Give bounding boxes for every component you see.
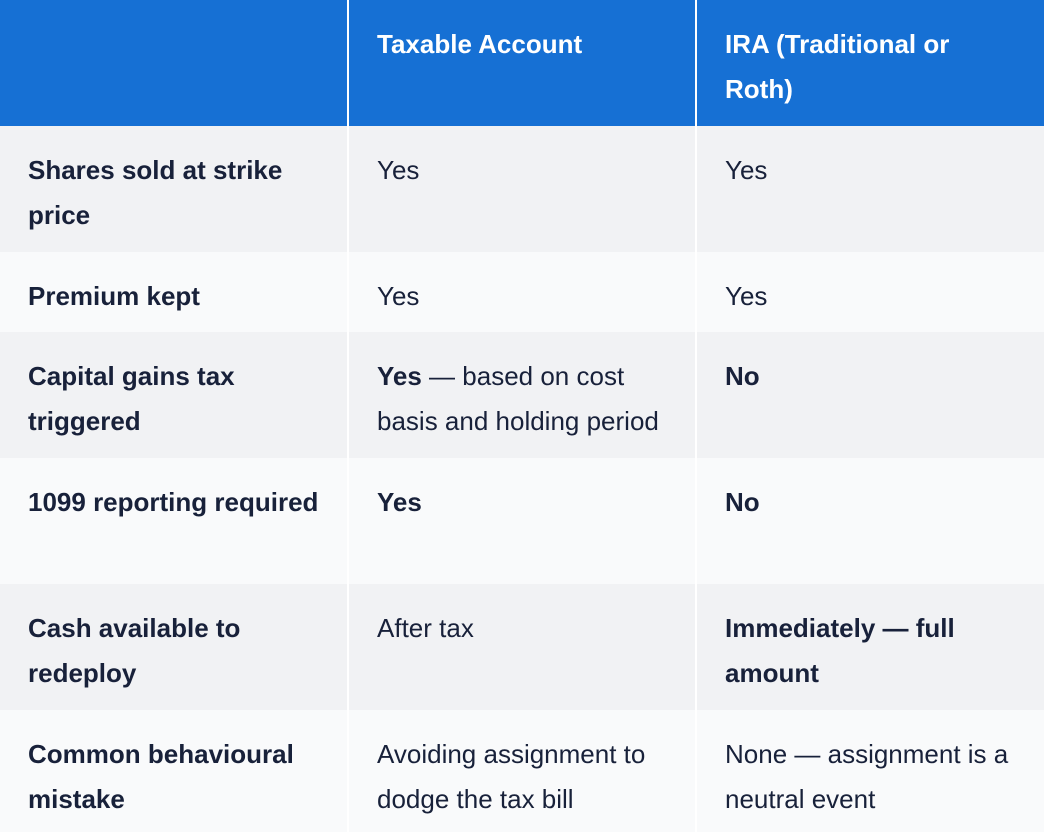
cell-text: Immediately — full amount bbox=[725, 613, 955, 688]
header-cell bbox=[0, 0, 348, 126]
cell-text: Yes bbox=[377, 155, 420, 185]
row-label: Premium kept bbox=[28, 281, 200, 311]
header-row: Taxable Account IRA (Traditional or Roth) bbox=[0, 0, 1044, 126]
row-label-cell: Common behavioural mistake bbox=[0, 710, 348, 832]
cell-text: No bbox=[725, 361, 760, 391]
row-label-cell: Shares sold at strike price bbox=[0, 126, 348, 252]
header-text: IRA (Traditional or Roth) bbox=[725, 29, 950, 104]
row-label-cell: Cash available to redeploy bbox=[0, 584, 348, 710]
header-text: Taxable Account bbox=[377, 29, 583, 59]
table-cell: Yes bbox=[347, 458, 696, 584]
table-cell: Immediately — full amount bbox=[695, 584, 1044, 710]
cell-text: — based on cost basis and holding period bbox=[377, 361, 659, 436]
cell-text: Yes bbox=[725, 281, 768, 311]
cell-text: Yes bbox=[377, 487, 422, 517]
table-row: Common behavioural mistake Avoiding assig… bbox=[0, 710, 1044, 832]
table-cell: No bbox=[695, 458, 1044, 584]
header-cell: IRA (Traditional or Roth) bbox=[695, 0, 1044, 126]
table-row: Capital gains tax triggered Yes — based o… bbox=[0, 332, 1044, 458]
table-row: Cash available to redeploy After tax Immed… bbox=[0, 584, 1044, 710]
row-label-cell: 1099 reporting required bbox=[0, 458, 348, 584]
header-cell: Taxable Account bbox=[347, 0, 696, 126]
cell-text: Avoiding assignment to dodge the tax bil… bbox=[377, 739, 646, 814]
table-cell: Yes — based on cost basis and holding pe… bbox=[347, 332, 696, 458]
table-cell: After tax bbox=[347, 584, 696, 710]
table-cell: No bbox=[695, 332, 1044, 458]
row-label: Common behavioural mistake bbox=[28, 739, 294, 814]
table-cell: None — assignment is a neutral event bbox=[695, 710, 1044, 832]
cell-text: None — assignment is a neutral event bbox=[725, 739, 1009, 814]
cell-text: No bbox=[725, 487, 760, 517]
table-row: Shares sold at strike price Yes Yes bbox=[0, 126, 1044, 252]
table-cell: Avoiding assignment to dodge the tax bil… bbox=[347, 710, 696, 832]
table-row: Premium kept Yes Yes bbox=[0, 252, 1044, 332]
row-label: Cash available to redeploy bbox=[28, 613, 241, 688]
table-cell: Yes bbox=[695, 252, 1044, 332]
table-cell: Yes bbox=[695, 126, 1044, 252]
table-cell: Yes bbox=[347, 252, 696, 332]
row-label: 1099 reporting required bbox=[28, 487, 319, 517]
cell-text: Yes bbox=[377, 361, 422, 391]
table-row: 1099 reporting required Yes No bbox=[0, 458, 1044, 584]
cell-text: Yes bbox=[725, 155, 768, 185]
cell-text: After tax bbox=[377, 613, 474, 643]
row-label-cell: Premium kept bbox=[0, 252, 348, 332]
row-label: Capital gains tax triggered bbox=[28, 361, 235, 436]
row-label-cell: Capital gains tax triggered bbox=[0, 332, 348, 458]
cell-text: Yes bbox=[377, 281, 420, 311]
row-label: Shares sold at strike price bbox=[28, 155, 283, 230]
table-cell: Yes bbox=[347, 126, 696, 252]
